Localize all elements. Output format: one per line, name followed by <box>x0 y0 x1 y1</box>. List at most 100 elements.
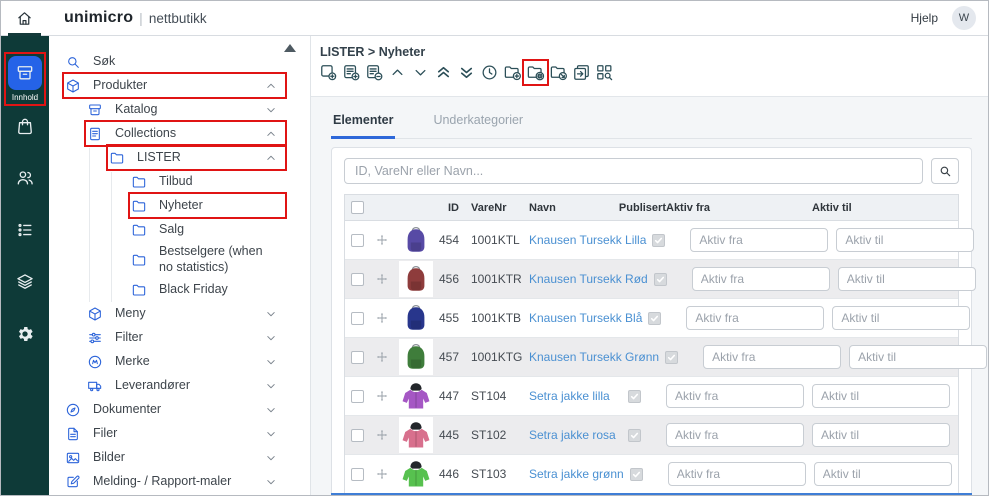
sidebar-item-tilbud[interactable]: Tilbud <box>49 170 310 193</box>
row-checkbox[interactable] <box>350 272 364 286</box>
aktiv-til-input[interactable] <box>832 306 971 330</box>
chevron-up-icon[interactable] <box>264 127 278 141</box>
filter-icon <box>87 330 103 346</box>
toolbar-folder-settings-button[interactable] <box>522 59 549 86</box>
rail-item-innhold[interactable]: Innhold <box>4 52 46 106</box>
aktiv-til-input[interactable] <box>812 423 950 447</box>
search-button[interactable] <box>931 158 959 184</box>
aktiv-fra-input[interactable] <box>686 306 825 330</box>
drag-handle-icon[interactable] <box>375 311 389 325</box>
aktiv-fra-input[interactable] <box>690 228 829 252</box>
sidebar-item-black-friday[interactable]: Black Friday <box>49 278 310 301</box>
sidebar-item-leverandorer[interactable]: Leverandører <box>49 374 310 397</box>
toolbar-remove-list-item-button[interactable] <box>365 63 384 82</box>
drag-handle-icon[interactable] <box>375 428 389 442</box>
sidebar-item-bilder[interactable]: Bilder <box>49 446 310 469</box>
toolbar-move-down-button[interactable] <box>411 63 430 82</box>
toolbar-history-button[interactable] <box>480 63 499 82</box>
product-link[interactable]: Setra jakke rosa <box>529 428 616 442</box>
sidebar-collapse-icon[interactable] <box>284 44 296 52</box>
chevron-down-icon[interactable] <box>264 403 278 417</box>
tab-elementer[interactable]: Elementer <box>331 109 396 139</box>
aktiv-fra-input[interactable] <box>667 462 806 486</box>
toolbar-add-card-button[interactable] <box>319 63 338 82</box>
rail-item-users[interactable] <box>15 168 35 188</box>
select-all-checkbox[interactable] <box>350 201 364 214</box>
folder-icon <box>131 222 147 238</box>
folder-icon <box>131 174 147 190</box>
row-checkbox[interactable] <box>350 428 364 442</box>
product-link[interactable]: Setra jakke lilla <box>529 389 610 403</box>
sidebar-item-collections[interactable]: Collections <box>49 120 310 147</box>
rail-item-gear[interactable] <box>15 324 35 344</box>
row-checkbox[interactable] <box>350 350 364 364</box>
aktiv-til-input[interactable] <box>813 462 952 486</box>
main-area: LISTER > Nyheter Elementer Underkategori… <box>311 36 988 495</box>
drag-handle-icon[interactable] <box>375 272 389 286</box>
rail-item-layers[interactable] <box>15 272 35 292</box>
chevron-down-icon[interactable] <box>264 355 278 369</box>
sidebar: Søk Produkter Katalog Collections LISTER Tilb… <box>49 36 311 495</box>
row-checkbox[interactable] <box>350 311 364 325</box>
rail: Innhold <box>1 36 49 495</box>
sidebar-item-sok[interactable]: Søk <box>49 50 310 73</box>
sidebar-item-dokumenter[interactable]: Dokumenter <box>49 398 310 421</box>
drag-handle-icon[interactable] <box>375 389 389 403</box>
product-link[interactable]: Knausen Tursekk Lilla <box>529 233 647 247</box>
sidebar-item-produkter[interactable]: Produkter <box>49 72 310 99</box>
aktiv-fra-input[interactable] <box>691 267 830 291</box>
sidebar-item-merke[interactable]: Merke <box>49 350 310 373</box>
rail-item-shopping-bag[interactable] <box>15 116 35 136</box>
sidebar-item-nyheter[interactable]: Nyheter <box>49 192 310 219</box>
sidebar-item-filer[interactable]: Filer <box>49 422 310 445</box>
tab-underkategorier[interactable]: Underkategorier <box>433 113 524 127</box>
drag-handle-icon[interactable] <box>375 467 389 481</box>
chevron-down-icon[interactable] <box>264 331 278 345</box>
product-link[interactable]: Knausen Tursekk Blå <box>529 311 643 325</box>
sidebar-item-label: LISTER <box>137 149 181 164</box>
product-link[interactable]: Knausen Tursekk Rød <box>529 272 648 286</box>
aktiv-fra-input[interactable] <box>666 384 804 408</box>
toolbar-grid-search-button[interactable] <box>595 63 614 82</box>
chevron-down-icon[interactable] <box>264 379 278 393</box>
chevron-up-icon[interactable] <box>264 151 278 165</box>
user-avatar[interactable]: W <box>952 6 976 30</box>
product-link[interactable]: Setra jakke grønn <box>529 467 624 481</box>
sidebar-item-katalog[interactable]: Katalog <box>49 98 310 121</box>
sidebar-item-melding-rapport-maler[interactable]: Melding- / Rapport-maler <box>49 470 310 493</box>
sidebar-item-lister[interactable]: LISTER <box>49 144 310 171</box>
aktiv-til-input[interactable] <box>836 228 975 252</box>
sidebar-item-bestselgere-when-no-statistics[interactable]: Bestselgere (when no statistics) <box>49 242 310 277</box>
sidebar-item-meny[interactable]: Meny <box>49 302 310 325</box>
toolbar-folder-add-button[interactable] <box>503 63 522 82</box>
drag-handle-icon[interactable] <box>375 350 389 364</box>
chevron-down-icon[interactable] <box>264 307 278 321</box>
aktiv-til-input[interactable] <box>812 384 950 408</box>
sidebar-item-salg[interactable]: Salg <box>49 218 310 241</box>
aktiv-fra-input[interactable] <box>666 423 804 447</box>
rail-item-list[interactable] <box>15 220 35 240</box>
aktiv-til-input[interactable] <box>837 267 976 291</box>
home-button[interactable] <box>1 1 48 36</box>
help-link[interactable]: Hjelp <box>910 11 938 25</box>
chevron-down-icon[interactable] <box>264 451 278 465</box>
aktiv-fra-input[interactable] <box>703 345 842 369</box>
toolbar-folder-copy-button[interactable] <box>572 63 591 82</box>
chevron-up-icon[interactable] <box>264 79 278 93</box>
chevron-down-icon[interactable] <box>264 475 278 489</box>
toolbar-move-top-button[interactable] <box>434 63 453 82</box>
aktiv-til-input[interactable] <box>849 345 988 369</box>
row-checkbox[interactable] <box>350 467 364 481</box>
drag-handle-icon[interactable] <box>375 233 389 247</box>
chevron-down-icon[interactable] <box>264 103 278 117</box>
row-checkbox[interactable] <box>350 233 364 247</box>
toolbar-move-up-button[interactable] <box>388 63 407 82</box>
search-input[interactable] <box>344 158 923 184</box>
product-link[interactable]: Knausen Tursekk Grønn <box>529 350 660 364</box>
toolbar-move-bottom-button[interactable] <box>457 63 476 82</box>
row-checkbox[interactable] <box>350 389 364 403</box>
chevron-down-icon[interactable] <box>264 427 278 441</box>
sidebar-item-filter[interactable]: Filter <box>49 326 310 349</box>
toolbar-folder-move-button[interactable] <box>549 63 568 82</box>
toolbar-add-list-item-button[interactable] <box>342 63 361 82</box>
